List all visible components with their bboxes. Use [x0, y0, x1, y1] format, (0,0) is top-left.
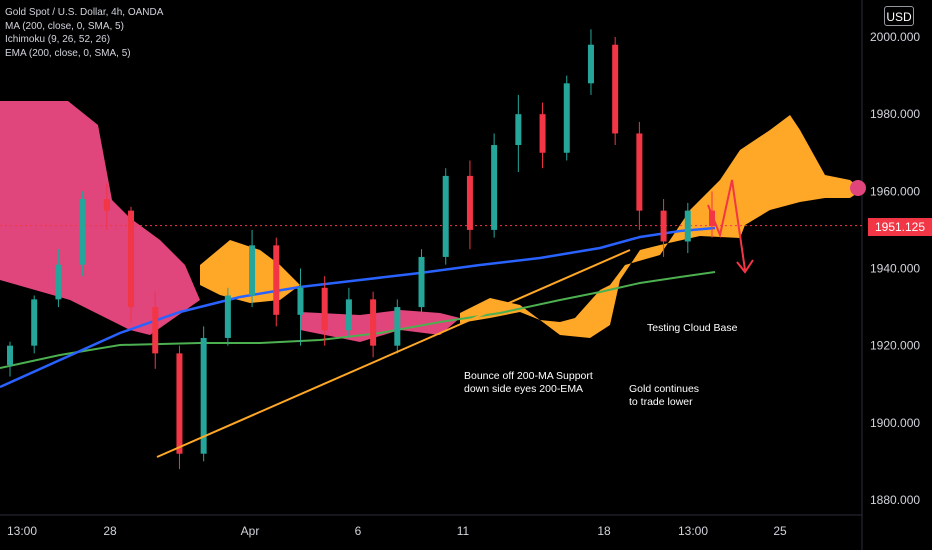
candle-body — [539, 114, 546, 153]
ma200-line — [0, 226, 716, 389]
candle-body — [297, 287, 304, 315]
support-trendline — [156, 249, 631, 458]
candle-body — [321, 287, 328, 331]
x-tick-label: 28 — [103, 524, 117, 538]
ichimoku-indicator-label[interactable]: Ichimoku (9, 26, 52, 26) — [5, 34, 111, 45]
y-tick-label: 1900.000 — [870, 416, 920, 430]
ema200-line — [0, 271, 716, 369]
candle-body — [128, 210, 135, 308]
forecast-arrow — [707, 179, 746, 271]
y-tick-label: 1940.000 — [870, 262, 920, 276]
candle-body — [79, 199, 86, 265]
candle-body — [55, 264, 62, 300]
ichimoku-cloud-bear-2 — [300, 310, 460, 342]
candle-body — [684, 210, 691, 242]
cloud-annotation: Testing Cloud Base — [647, 322, 738, 334]
y-tick-label: 1880.000 — [870, 493, 920, 507]
x-tick-label: 6 — [355, 524, 362, 538]
candle-body — [563, 83, 570, 153]
candle-body — [515, 114, 522, 146]
gold-annotation: Gold continues to trade lower — [629, 383, 700, 408]
candle-body — [636, 133, 643, 211]
y-tick-label: 1920.000 — [870, 339, 920, 353]
candle-body — [249, 245, 256, 296]
last-price-label: 1951.125 — [868, 218, 932, 236]
candle-body — [709, 210, 715, 227]
candle-body — [660, 210, 667, 242]
y-tick-label: 1980.000 — [870, 107, 920, 121]
candle-body — [394, 307, 401, 346]
candle-body — [7, 345, 13, 365]
candle-body — [103, 199, 110, 211]
candle-body — [491, 145, 498, 230]
ichimoku-cloud-bull-2 — [460, 115, 862, 338]
candle-body — [612, 44, 619, 134]
candle-body — [224, 295, 231, 338]
candle-body — [273, 245, 280, 315]
x-tick-label: Apr — [241, 524, 260, 538]
candle-body — [587, 44, 594, 84]
ichimoku-cloud-tail — [850, 180, 866, 196]
candle-body — [442, 175, 449, 257]
x-tick-label: 11 — [457, 524, 470, 538]
x-tick-label: 25 — [773, 524, 787, 538]
candle-body — [152, 307, 159, 354]
ema-indicator-label[interactable]: EMA (200, close, 0, SMA, 5) — [5, 47, 131, 59]
y-tick-label: 1960.000 — [870, 184, 920, 198]
x-tick-label: 13:00 — [7, 524, 37, 538]
candle-body — [370, 299, 377, 346]
symbol-title[interactable]: Gold Spot / U.S. Dollar, 4h, OANDA — [5, 7, 164, 18]
x-tick-label: 13:00 — [678, 524, 708, 538]
forecast-arrowhead — [736, 259, 754, 274]
ichimoku-cloud-bear — [0, 101, 200, 335]
ma-indicator-label[interactable]: MA (200, close, 0, SMA, 5) — [5, 20, 124, 32]
chart-legend: Gold Spot / U.S. Dollar, 4h, OANDA MA (2… — [5, 6, 163, 60]
currency-button[interactable]: USD — [884, 6, 914, 26]
candle-body — [345, 299, 352, 331]
x-tick-label: 18 — [597, 524, 611, 538]
bounce-annotation: Bounce off 200-MA Support down side eyes… — [464, 370, 593, 395]
candle-body — [200, 337, 207, 454]
candle-body — [466, 175, 473, 230]
y-tick-label: 2000.000 — [870, 30, 920, 44]
candle-body — [31, 299, 38, 346]
candle-body — [418, 256, 425, 308]
candle-body — [176, 353, 183, 454]
